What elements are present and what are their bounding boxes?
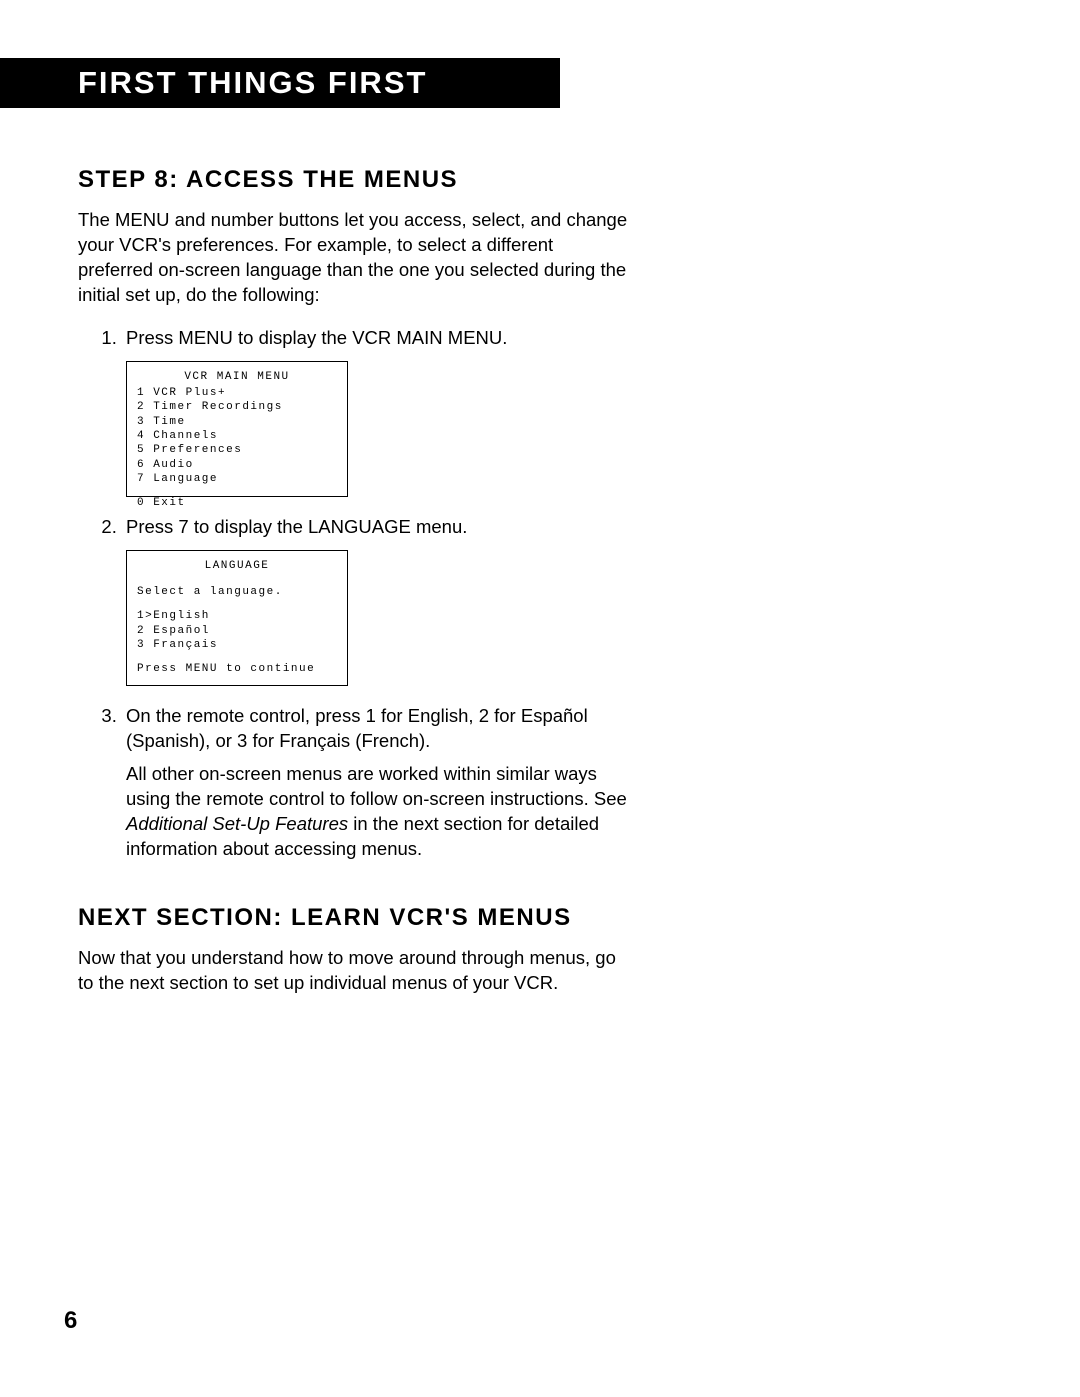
- step8-item-1: Press MENU to display the VCR MAIN MENU.…: [122, 326, 628, 497]
- step8-item-2: Press 7 to display the LANGUAGE menu. LA…: [122, 515, 628, 686]
- next-section: NEXT SECTION: LEARN VCR'S MENUS Now that…: [78, 904, 628, 996]
- menu2-prompt: Select a language.: [137, 585, 337, 599]
- language-menu-box: LANGUAGE Select a language. 1>English 2 …: [126, 550, 348, 686]
- menu1-line: 4 Channels: [137, 429, 337, 443]
- step8-item-3: On the remote control, press 1 for Engli…: [122, 704, 628, 862]
- next-heading: NEXT SECTION: LEARN VCR'S MENUS: [78, 904, 628, 932]
- menu2-title: LANGUAGE: [137, 559, 337, 573]
- step8-note-pre: All other on-screen menus are worked wit…: [126, 763, 627, 809]
- header-bar: FIRST THINGS FIRST: [0, 58, 560, 108]
- menu1-line: 5 Preferences: [137, 443, 337, 457]
- menu2-line: 3 Français: [137, 638, 337, 652]
- step8-item-1-text: Press MENU to display the VCR MAIN MENU.: [126, 327, 507, 348]
- step8-item-3-text: On the remote control, press 1 for Engli…: [126, 705, 588, 751]
- menu1-line: 3 Time: [137, 415, 337, 429]
- menu2-line: 1>English: [137, 609, 337, 623]
- step8-intro: The MENU and number buttons let you acce…: [78, 208, 628, 308]
- menu1-line: 2 Timer Recordings: [137, 400, 337, 414]
- step8-list: Press MENU to display the VCR MAIN MENU.…: [78, 326, 628, 862]
- menu1-exit: 0 Exit: [137, 496, 337, 510]
- menu1-title: VCR MAIN MENU: [137, 370, 337, 384]
- step8-heading: STEP 8: ACCESS THE MENUS: [78, 166, 628, 194]
- menu1-line: 7 Language: [137, 472, 337, 486]
- content-column: STEP 8: ACCESS THE MENUS The MENU and nu…: [78, 166, 628, 1014]
- step8-item-2-text: Press 7 to display the LANGUAGE menu.: [126, 516, 467, 537]
- page-number: 6: [64, 1307, 77, 1335]
- header-title: FIRST THINGS FIRST: [78, 65, 427, 101]
- step8-note: All other on-screen menus are worked wit…: [126, 762, 628, 862]
- menu1-line: 6 Audio: [137, 458, 337, 472]
- menu2-footer: Press MENU to continue: [137, 662, 337, 676]
- menu2-line: 2 Español: [137, 624, 337, 638]
- menu1-line: 1 VCR Plus+: [137, 386, 337, 400]
- next-body: Now that you understand how to move arou…: [78, 946, 628, 996]
- step8-note-italic: Additional Set-Up Features: [126, 813, 348, 834]
- vcr-main-menu-box: VCR MAIN MENU 1 VCR Plus+ 2 Timer Record…: [126, 361, 348, 497]
